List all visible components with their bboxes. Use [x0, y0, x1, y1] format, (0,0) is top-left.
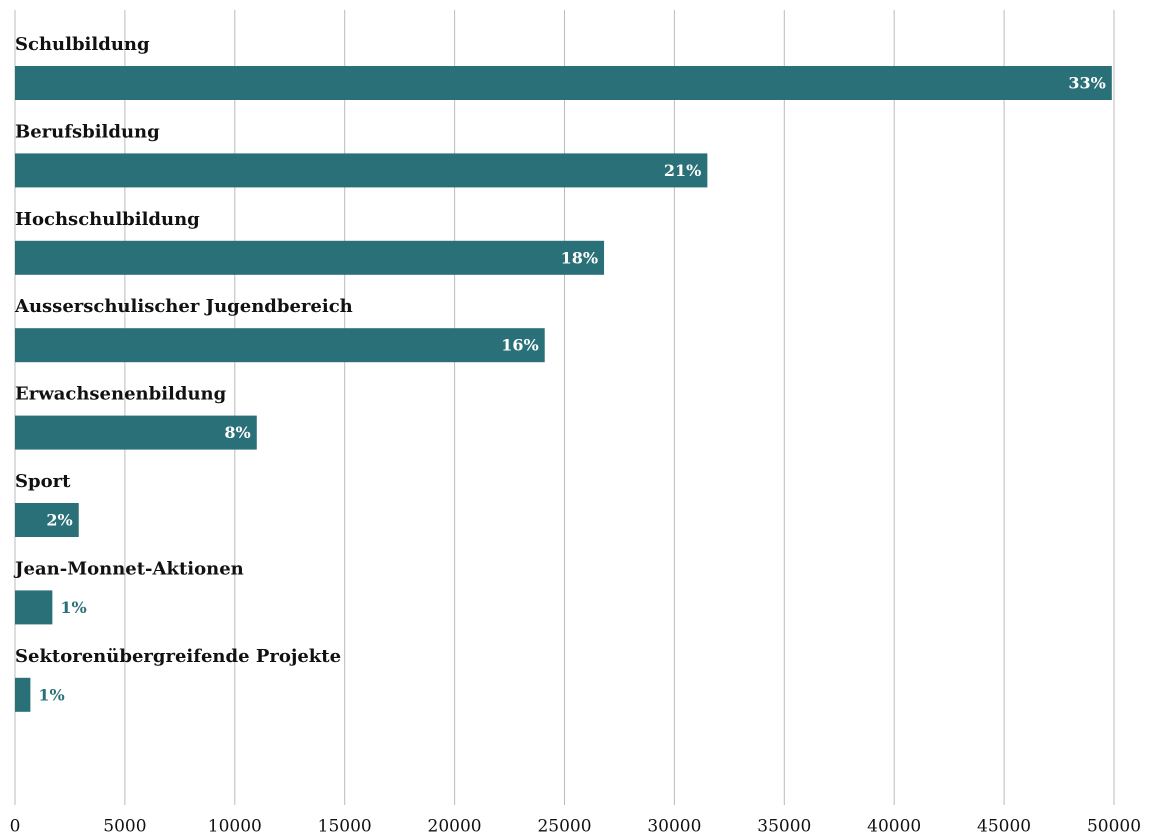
bar [15, 677, 31, 712]
value-label: 2% [46, 511, 72, 530]
x-tick-label: 0 [10, 817, 21, 836]
category-label: Sport [15, 471, 71, 492]
x-tick-label: 30000 [647, 817, 701, 836]
category-label: Berufsbildung [15, 121, 160, 142]
bar [15, 66, 1112, 100]
x-tick-label: 20000 [428, 817, 482, 836]
value-label: 33% [1068, 74, 1105, 93]
bar [15, 415, 257, 450]
value-label: 18% [561, 248, 598, 267]
value-label: 21% [664, 161, 701, 180]
category-label: Erwachsenenbildung [15, 384, 227, 405]
value-label: 8% [224, 423, 250, 442]
category-label: Schulbildung [15, 34, 150, 55]
x-tick-label: 5000 [103, 817, 146, 836]
x-tick-label: 15000 [318, 817, 372, 836]
value-label: 1% [60, 598, 86, 617]
category-label: Sektorenübergreifende Projekte [15, 646, 341, 667]
bar [15, 240, 605, 275]
value-label: 16% [501, 336, 538, 355]
bar [15, 503, 79, 537]
x-tick-label: 40000 [867, 817, 921, 836]
category-label: Hochschulbildung [15, 209, 200, 230]
category-label: Jean-Monnet-Aktionen [13, 558, 244, 579]
category-label: Ausserschulischer Jugendbereich [14, 296, 353, 317]
bar [15, 590, 53, 625]
x-tick-label: 35000 [757, 817, 811, 836]
bar [15, 328, 545, 363]
bar [15, 153, 708, 188]
x-tick-label: 45000 [977, 817, 1031, 836]
value-label: 1% [38, 685, 64, 704]
x-tick-label: 50000 [1087, 817, 1141, 836]
x-tick-label: 10000 [208, 817, 262, 836]
x-tick-label: 25000 [537, 817, 591, 836]
